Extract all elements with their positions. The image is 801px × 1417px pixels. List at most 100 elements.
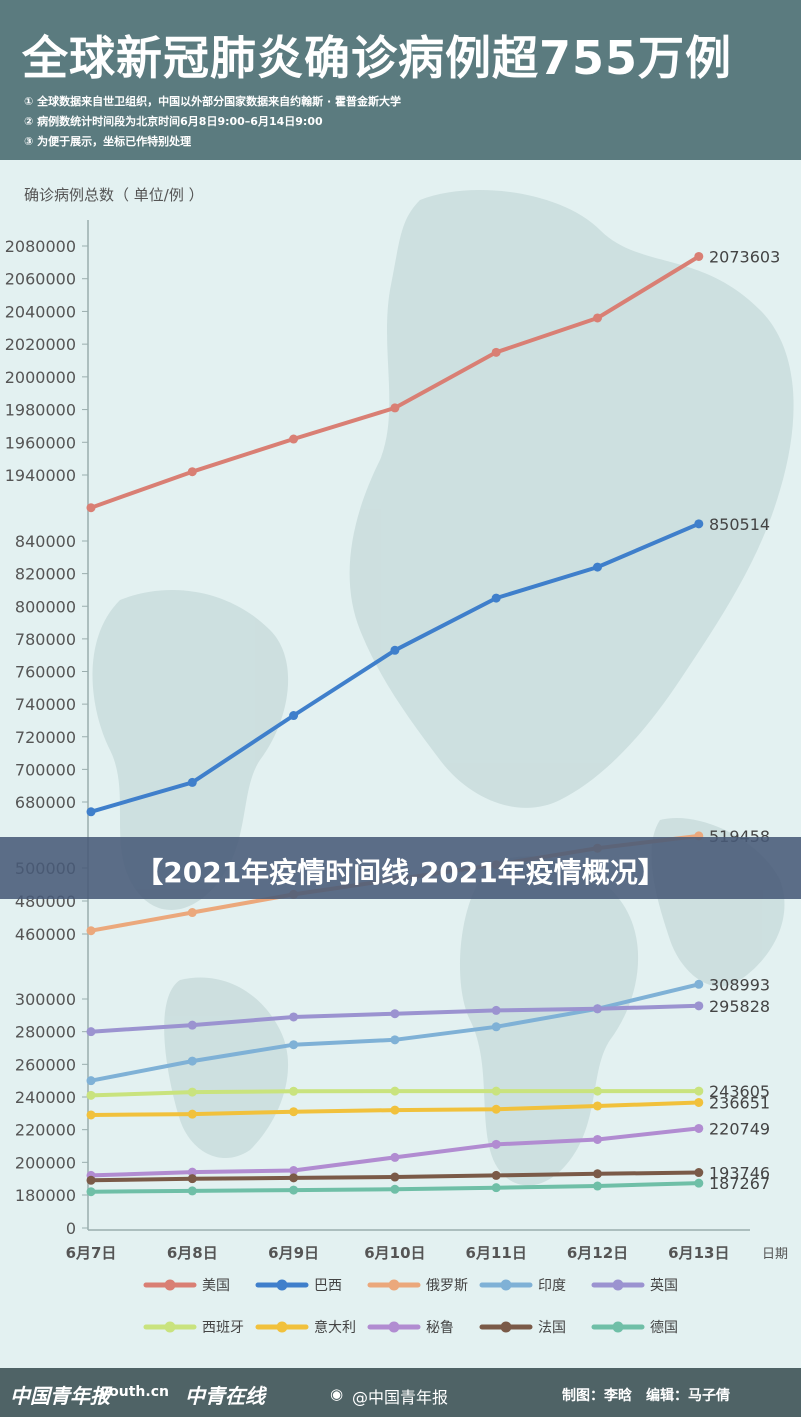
newspaper-logo: 中国青年报 — [10, 1384, 110, 1408]
legend-item: 意大利 — [255, 1319, 356, 1336]
y-tick-label: 260000 — [15, 1055, 76, 1074]
data-point — [491, 347, 501, 357]
data-point — [86, 1110, 96, 1120]
weibo-handle: @中国青年报 — [352, 1388, 449, 1407]
y-tick-label: 280000 — [15, 1023, 76, 1042]
y-tick-label: 300000 — [15, 990, 76, 1009]
end-value-label: 308993 — [709, 975, 770, 994]
legend-swatch-dot — [500, 1321, 512, 1333]
data-point — [187, 1087, 197, 1097]
map-landmass — [460, 856, 639, 1186]
page-title: 全球新冠肺炎确诊病例超755万例 — [22, 31, 733, 85]
data-point — [289, 1107, 299, 1117]
data-point — [491, 1139, 501, 1149]
weibo-icon: ◉ — [330, 1385, 344, 1403]
x-tick-label: 6月12日 — [567, 1244, 628, 1262]
data-point — [289, 1086, 299, 1096]
data-point — [390, 645, 400, 655]
y-tick-label: 2080000 — [5, 237, 76, 256]
y-tick-label: 460000 — [15, 925, 76, 944]
y-tick-label: 740000 — [15, 695, 76, 714]
y-tick-label: 1980000 — [5, 401, 76, 420]
note-3: ③ 为便于展示，坐标已作特别处理 — [24, 135, 192, 148]
axes: 2080000206000020400002020000200000019800… — [5, 220, 750, 1262]
legend-label: 秘鲁 — [426, 1320, 454, 1336]
y-tick-label: 2060000 — [5, 270, 76, 289]
end-value-label: 187267 — [709, 1174, 770, 1193]
data-point — [187, 1109, 197, 1119]
legend-swatch-dot — [276, 1321, 288, 1333]
data-point — [86, 926, 96, 936]
data-point — [593, 1134, 602, 1144]
legend-item: 法国 — [479, 1320, 566, 1336]
data-point — [694, 1168, 704, 1178]
map-landmass — [164, 977, 289, 1159]
data-point — [694, 519, 704, 529]
y-tick-label: 240000 — [15, 1088, 76, 1107]
y-tick-label: 1960000 — [5, 433, 76, 452]
data-point — [390, 1035, 400, 1045]
data-point — [694, 1086, 704, 1096]
data-point — [694, 1178, 704, 1188]
data-point — [593, 313, 602, 323]
y-tick-label: 220000 — [15, 1121, 76, 1140]
end-value-label: 220749 — [709, 1119, 770, 1138]
end-value-label: 243605 — [709, 1082, 770, 1101]
note-1: ① 全球数据来自世卫组织，中国以外部分国家数据来自约翰斯 · 霍普金斯大学 — [24, 95, 401, 108]
series-6 — [86, 1097, 704, 1120]
series-1 — [86, 519, 704, 817]
data-point — [491, 593, 501, 603]
data-point — [86, 1187, 96, 1197]
legend-label: 英国 — [650, 1277, 678, 1294]
data-point — [694, 979, 704, 989]
data-point — [390, 403, 400, 413]
legend-item: 西班牙 — [143, 1320, 244, 1336]
data-point — [694, 1097, 704, 1107]
y-tick-label: 780000 — [15, 630, 76, 649]
data-point — [593, 1181, 602, 1191]
data-point — [390, 1105, 400, 1115]
end-value-label: 2073603 — [709, 247, 780, 266]
banner-text: 【2021年疫情时间线,2021年疫情概况】 — [135, 856, 666, 889]
y-tick-label: 720000 — [15, 728, 76, 747]
data-point — [390, 1152, 400, 1162]
data-point — [593, 562, 602, 572]
end-value-label: 295828 — [709, 997, 770, 1016]
data-point — [187, 777, 197, 787]
end-value-label: 850514 — [709, 515, 770, 534]
note-2: ② 病例数统计时间段为北京时间6月8日9:00–6月14日9:00 — [24, 115, 323, 128]
legend-swatch-dot — [612, 1321, 624, 1333]
end-value-label: 193746 — [709, 1164, 770, 1183]
legend-swatch-dot — [500, 1279, 512, 1291]
data-point — [390, 1009, 400, 1019]
x-tick-label: 6月9日 — [268, 1244, 319, 1262]
data-point — [289, 434, 299, 444]
legend-swatch-dot — [388, 1321, 400, 1333]
data-point — [187, 1020, 197, 1030]
title-banner: 【2021年疫情时间线,2021年疫情概况】 — [0, 837, 801, 899]
data-point — [390, 1184, 400, 1194]
x-tick-label: 6月10日 — [364, 1244, 425, 1262]
data-point — [86, 1076, 96, 1086]
data-point — [289, 1012, 299, 1022]
legend-label: 巴西 — [314, 1278, 342, 1294]
footer: 中国青年报 youth.cn 中青在线 ◉ @中国青年报 制图：李晗 编辑：马子… — [0, 1368, 801, 1417]
data-point — [491, 1170, 501, 1180]
legend-label: 印度 — [538, 1278, 566, 1294]
map-landmass — [92, 590, 289, 910]
data-point — [86, 1090, 96, 1100]
y-tick-label: 200000 — [15, 1153, 76, 1172]
credit: 制图：李晗 编辑：马子倩 — [562, 1388, 730, 1404]
legend-label: 俄罗斯 — [426, 1278, 468, 1294]
legend-label: 意大利 — [314, 1319, 356, 1336]
data-point — [289, 1040, 299, 1050]
y-tick-label: 800000 — [15, 597, 76, 616]
data-point — [593, 1169, 602, 1179]
y-tick-label: 2020000 — [5, 335, 76, 354]
legend-item: 巴西 — [255, 1278, 342, 1294]
legend-swatch-dot — [276, 1279, 288, 1291]
line-chart: 2080000206000020400002020000200000019800… — [5, 186, 794, 1336]
series-9 — [86, 1178, 704, 1197]
data-point — [187, 1167, 197, 1177]
series-4 — [86, 1001, 704, 1037]
